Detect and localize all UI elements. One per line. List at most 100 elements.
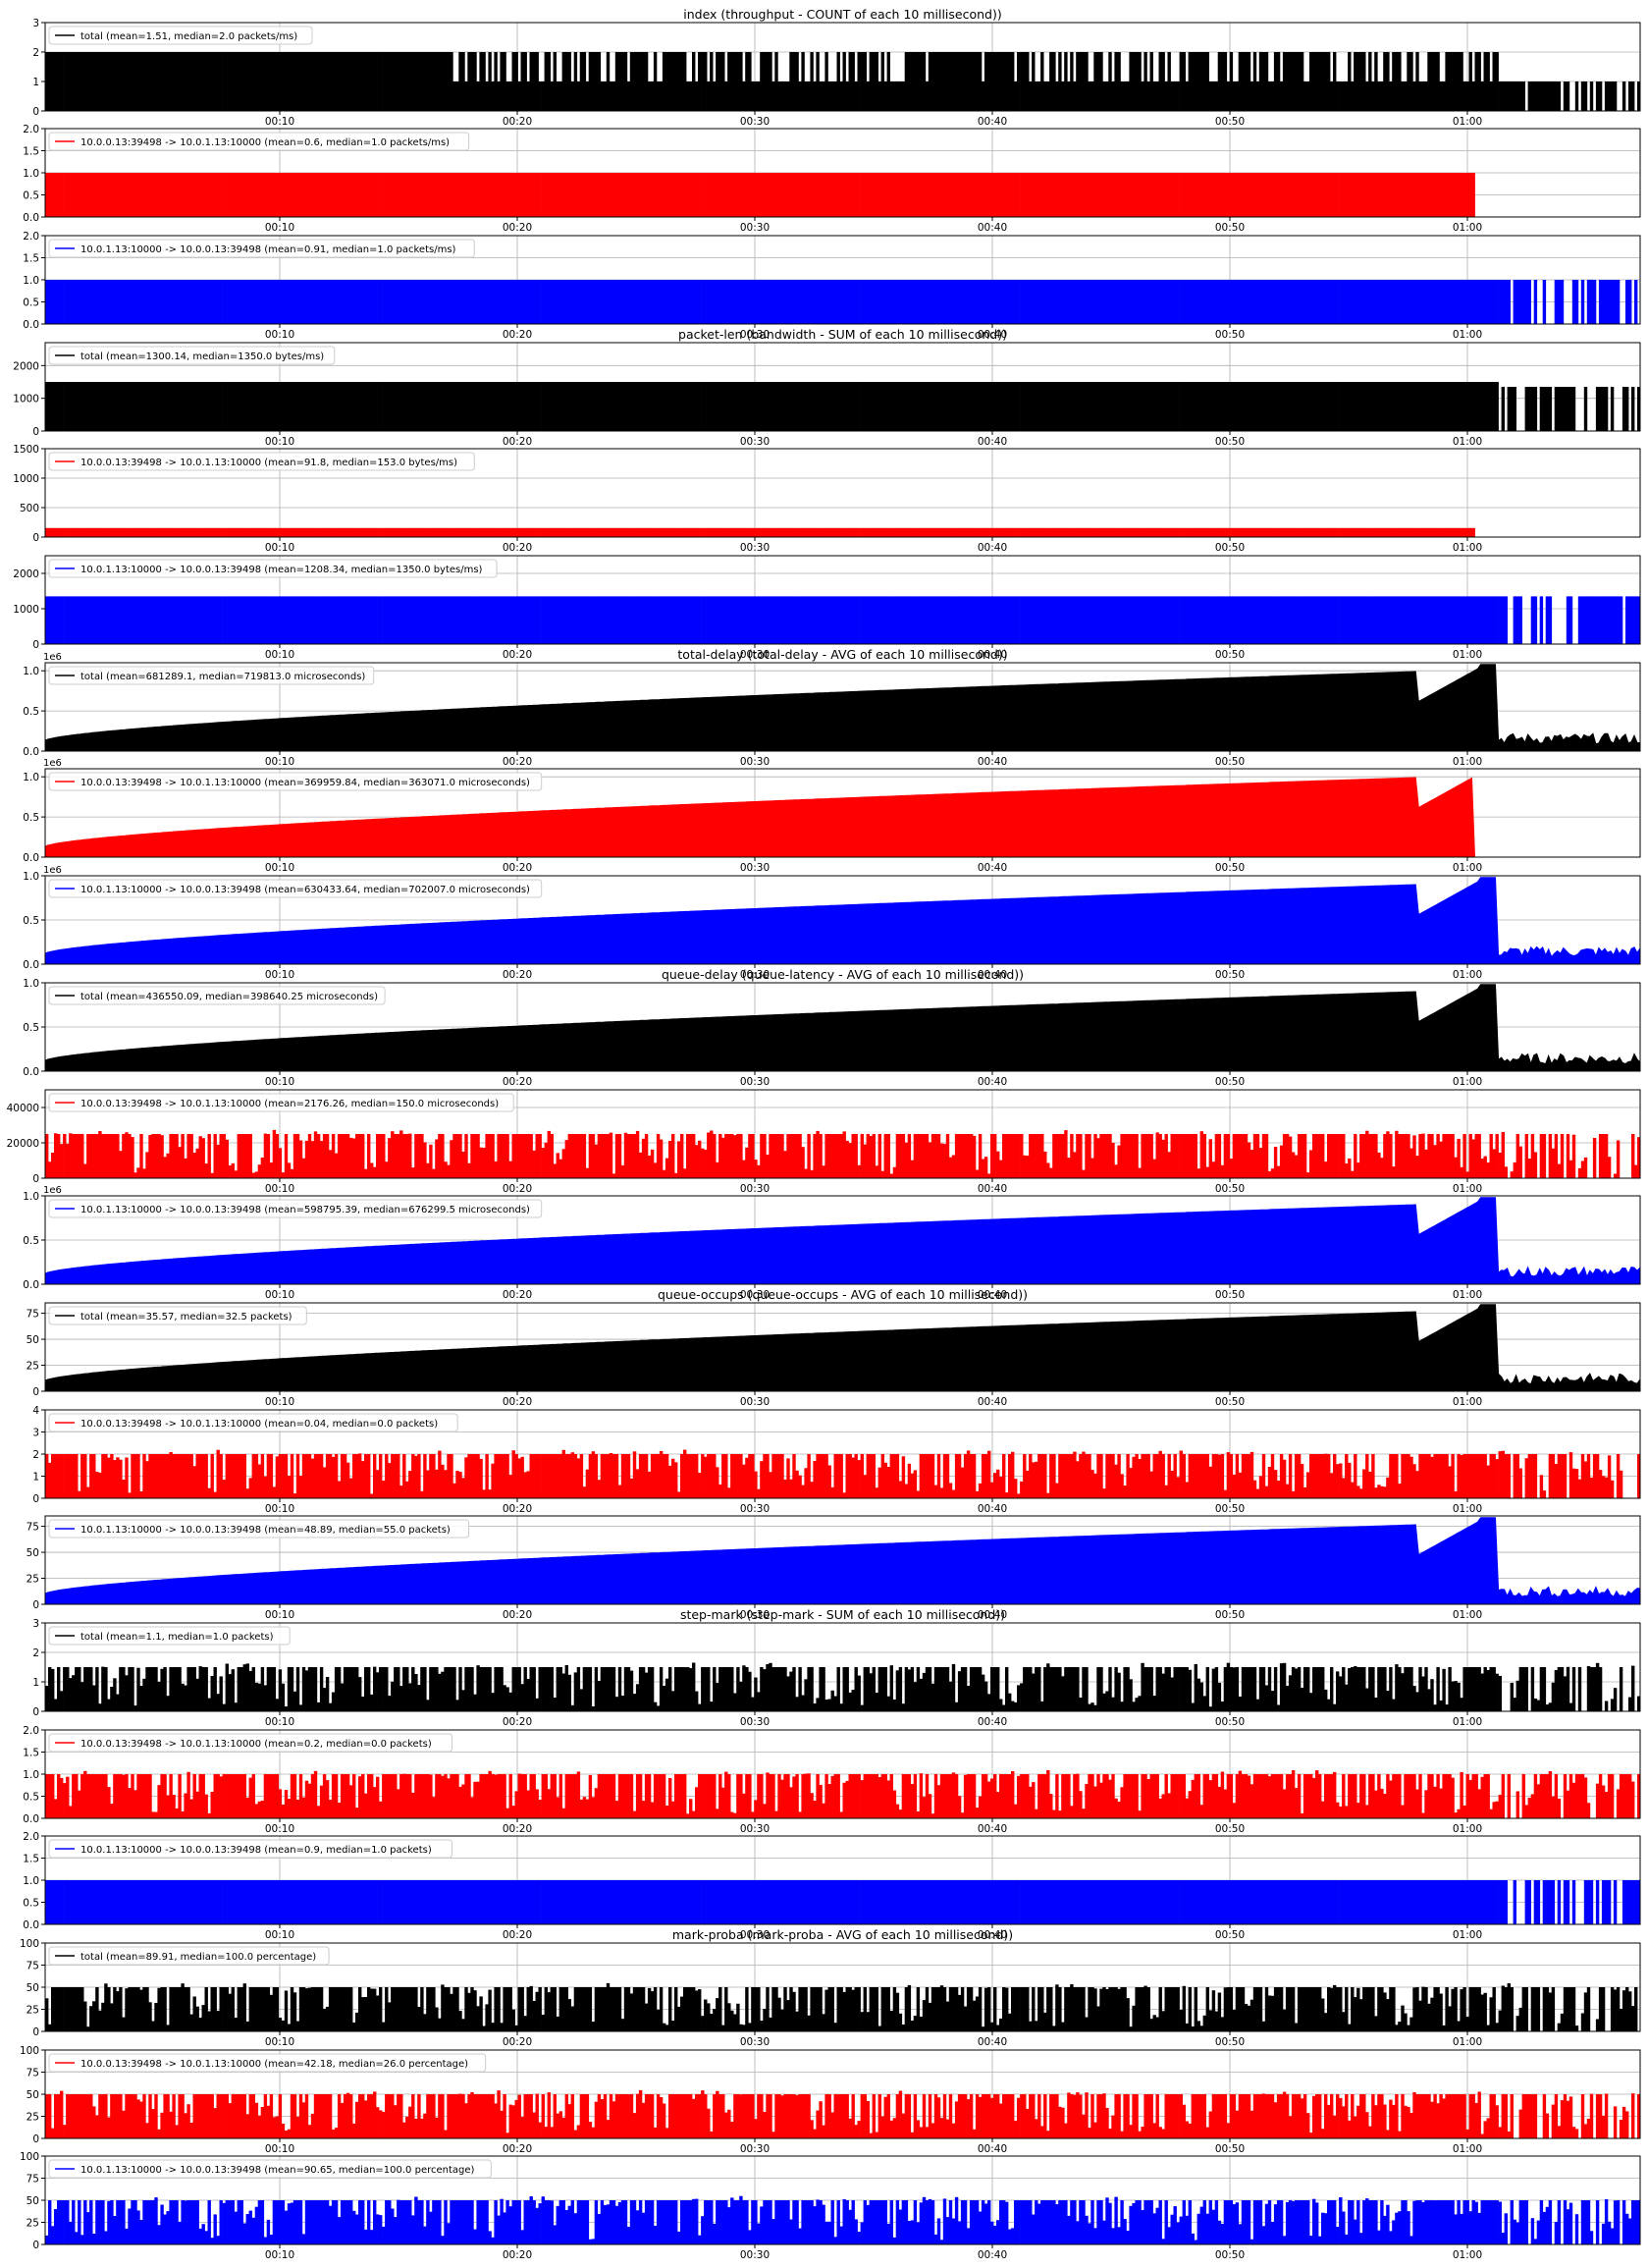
bar-mark — [936, 52, 941, 111]
bar-mark — [614, 52, 619, 111]
bar-mark — [1401, 382, 1405, 431]
bar-mark — [742, 1464, 746, 1498]
bar-mark — [275, 596, 280, 644]
bar-mark — [710, 280, 714, 324]
bar-mark — [730, 1667, 734, 1711]
bar-mark — [769, 1134, 772, 1178]
bar-mark — [659, 527, 664, 537]
bar-mark — [1530, 81, 1535, 111]
bar-mark — [63, 1134, 67, 1178]
bar-mark — [626, 1667, 631, 1711]
bar-mark — [63, 173, 67, 217]
bar-mark — [1300, 173, 1304, 217]
bar-mark — [399, 527, 403, 537]
bar-mark — [83, 527, 87, 537]
bar-mark — [1149, 52, 1153, 111]
bar-mark — [1214, 280, 1219, 324]
bar-mark — [292, 596, 297, 644]
bar-mark — [827, 596, 831, 644]
bar-mark — [319, 1454, 324, 1498]
bar-mark — [1226, 527, 1231, 537]
bar-mark — [1179, 1134, 1183, 1178]
bar-mark — [1445, 527, 1449, 537]
bar-mark — [1082, 280, 1086, 324]
bar-mark — [452, 527, 456, 537]
bar-mark — [1011, 527, 1015, 537]
bar-mark — [1607, 81, 1612, 111]
bar-mark — [1093, 527, 1097, 537]
bar-mark — [1524, 1458, 1528, 1498]
bar-mark — [1079, 596, 1083, 644]
bar-mark — [1017, 596, 1021, 644]
bar-mark — [1302, 1486, 1307, 1498]
bar-mark — [151, 382, 155, 431]
bar-mark — [854, 382, 858, 431]
bar-mark — [139, 1686, 143, 1711]
bar-mark — [623, 173, 628, 217]
bar-mark — [1498, 1451, 1502, 1498]
bar-mark — [1407, 527, 1410, 537]
bar-mark — [1524, 1134, 1528, 1178]
bar-mark — [337, 52, 342, 111]
bar-mark — [145, 1152, 149, 1178]
bar-mark — [801, 596, 805, 644]
bar-mark — [1032, 173, 1036, 217]
bar-mark — [585, 1167, 590, 1178]
bar-mark — [919, 173, 924, 217]
bar-mark — [503, 596, 506, 644]
bar-mark — [1336, 1134, 1340, 1178]
bar-mark — [813, 280, 817, 324]
bar-mark — [892, 1166, 897, 1178]
bar-mark — [322, 1688, 327, 1711]
bar-mark — [1255, 280, 1260, 324]
bar-mark — [213, 527, 217, 537]
bar-mark — [207, 382, 211, 431]
bar-mark — [473, 596, 477, 644]
bar-mark — [990, 173, 994, 217]
bar-mark — [960, 527, 965, 537]
bar-mark — [1135, 173, 1139, 217]
bar-mark — [686, 382, 690, 431]
bar-mark — [892, 280, 897, 324]
bar-mark — [1380, 1485, 1384, 1498]
bar-mark — [1309, 52, 1313, 111]
bar-mark — [78, 527, 81, 537]
bar-mark — [638, 596, 643, 644]
bar-mark — [892, 81, 897, 111]
bar-mark — [1064, 173, 1068, 217]
bar-mark — [987, 280, 991, 324]
bar-mark — [310, 382, 315, 431]
bar-mark — [432, 1454, 436, 1498]
bar-mark — [626, 382, 631, 431]
bar-mark — [588, 1667, 593, 1711]
bar-mark — [816, 173, 820, 217]
bar-mark — [1002, 1454, 1006, 1498]
bar-mark — [269, 596, 274, 644]
bar-mark — [585, 173, 590, 217]
bar-mark — [553, 280, 557, 324]
bar-mark — [1345, 1454, 1349, 1498]
bar-mark — [626, 527, 631, 537]
bar-mark — [1096, 596, 1100, 644]
bar-mark — [1076, 1461, 1080, 1498]
bar-mark — [119, 527, 123, 537]
bar-mark — [898, 527, 903, 537]
bar-mark — [620, 52, 625, 111]
bar-mark — [609, 596, 613, 644]
bar-mark — [242, 1134, 246, 1178]
bar-mark — [810, 382, 814, 431]
bar-mark — [1348, 52, 1352, 111]
bar-mark — [1371, 1134, 1375, 1178]
bar-mark — [494, 280, 498, 324]
bar-mark — [603, 1454, 608, 1498]
bar-mark — [1188, 173, 1192, 217]
bar-mark — [184, 596, 187, 644]
bar-mark — [1365, 81, 1369, 111]
bar-mark — [1037, 280, 1041, 324]
bar-mark — [695, 1145, 699, 1178]
legend-entry: 10.0.0.13:39498 -> 10.0.1.13:10000 (mean… — [80, 778, 530, 788]
bar-mark — [948, 1483, 953, 1498]
bar-mark — [429, 173, 433, 217]
bar-mark — [677, 1141, 681, 1178]
bar-mark — [128, 382, 132, 431]
